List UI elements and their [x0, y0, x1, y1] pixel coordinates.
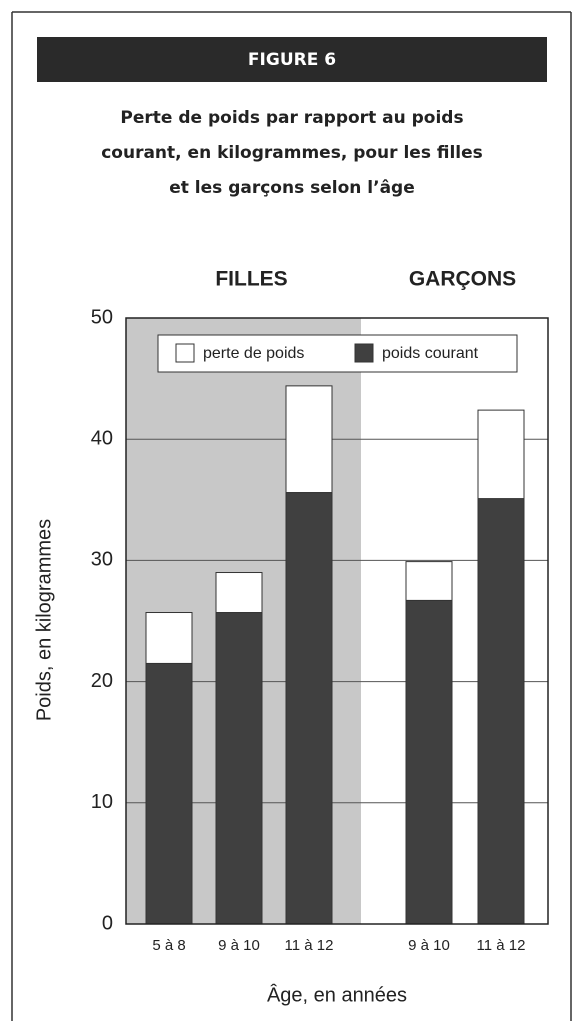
y-tick-label: 50 — [91, 306, 113, 328]
title: et les garçons selon l’âge — [169, 178, 415, 198]
bar-segment — [405, 599, 453, 925]
x-tick-label: 11 à 12 — [285, 937, 334, 954]
bar-segment — [215, 572, 263, 614]
x-tick-label: 5 à 8 — [152, 937, 185, 954]
legend-label: poids courant — [382, 345, 479, 362]
x-tick-label: 9 à 10 — [408, 937, 450, 954]
legend-swatch — [354, 343, 374, 363]
y-tick-label: 40 — [91, 427, 113, 449]
plot-frame — [125, 317, 549, 925]
y-tick-label: 10 — [91, 791, 113, 813]
figure-header — [37, 37, 547, 82]
x-axis-label: Âge, en années — [267, 983, 407, 1006]
bar-segment — [145, 612, 193, 664]
bar-segment — [215, 612, 263, 925]
y-axis-label: Poids, en kilogrammes — [33, 519, 55, 721]
group-label: GARÇONS — [409, 268, 516, 291]
bar-segment — [405, 561, 453, 601]
y-tick-label: 20 — [91, 670, 113, 692]
x-tick-label: 11 à 12 — [477, 937, 526, 954]
bar-segment — [477, 409, 525, 500]
legend-swatch — [175, 343, 195, 363]
bar-segment — [477, 498, 525, 925]
x-tick-label: 9 à 10 — [218, 937, 260, 954]
bar-segment — [285, 492, 333, 925]
legend-label: perte de poids — [203, 345, 304, 362]
bar-segment — [145, 662, 193, 925]
group-label: FILLES — [215, 268, 287, 291]
title: Perte de poids par rapport au poids — [120, 108, 463, 128]
bar-segment — [285, 385, 333, 494]
legend-box — [157, 334, 518, 373]
figure-label: FIGURE 6 — [248, 50, 336, 70]
title: courant, en kilogrammes, pour les filles — [101, 143, 483, 163]
y-tick-label: 0 — [102, 912, 113, 934]
y-tick-label: 30 — [91, 549, 113, 571]
